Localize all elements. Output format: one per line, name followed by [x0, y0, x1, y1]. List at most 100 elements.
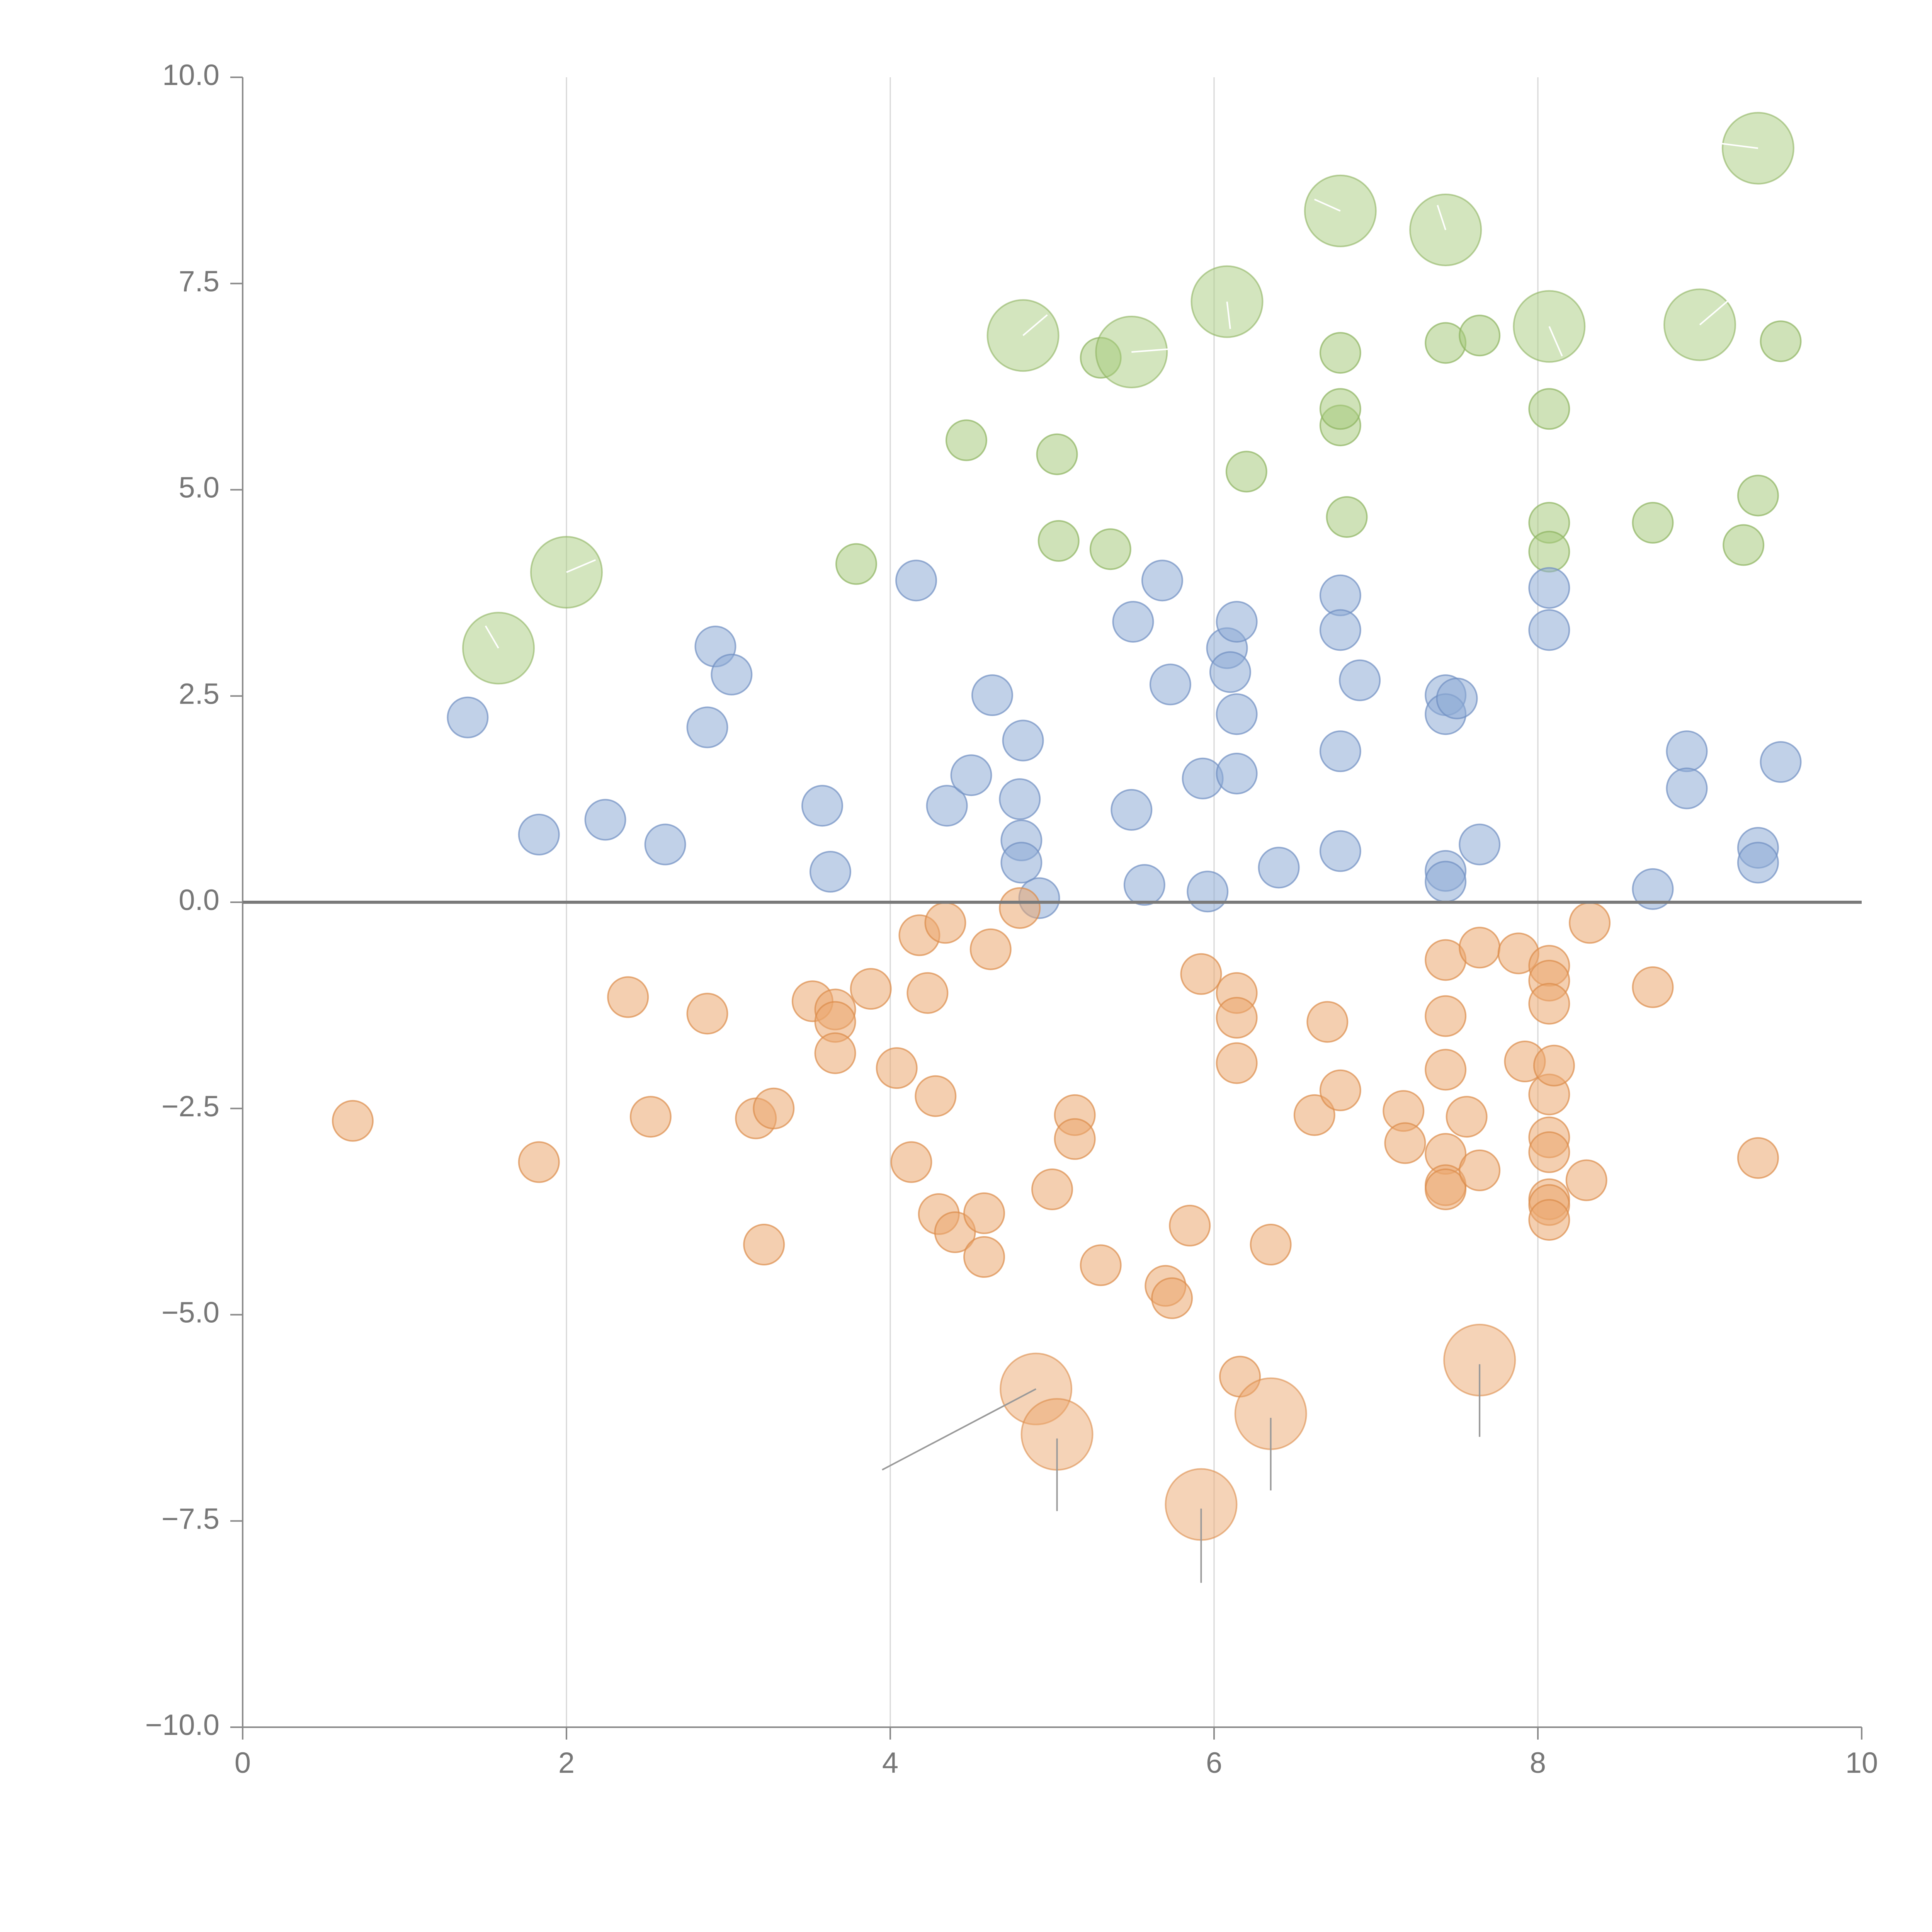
data-point-blue	[1209, 651, 1251, 693]
y-tick-label: 5.0	[179, 471, 219, 504]
data-point-blue	[1666, 730, 1708, 772]
data-point-green	[1459, 315, 1501, 357]
data-point-orange	[1169, 1204, 1211, 1247]
data-point-blue	[1528, 609, 1570, 651]
x-tick-label: 8	[1530, 1747, 1546, 1779]
data-point-blue	[518, 813, 560, 855]
data-point-green	[1723, 524, 1765, 566]
data-point-green	[1326, 496, 1368, 538]
leader-line	[1131, 347, 1185, 353]
data-point-blue	[801, 785, 844, 827]
data-point-blue	[1666, 767, 1708, 810]
x-tick-label: 0	[235, 1747, 251, 1779]
data-point-orange	[1533, 1044, 1575, 1087]
data-point-orange	[924, 902, 966, 944]
y-tick-label: 7.5	[179, 265, 219, 298]
data-point-blue	[1436, 677, 1478, 719]
data-point-blue	[1123, 864, 1165, 906]
data-point-orange	[906, 972, 949, 1014]
data-point-orange	[332, 1100, 374, 1142]
y-axis-ticks: −10.0 −7.5 −5.0 −2.5 0.0 2.5 5.0 7.5 10.0	[145, 59, 243, 1742]
data-point-orange	[1293, 1094, 1335, 1136]
data-point-orange	[1565, 1159, 1607, 1201]
data-point-green	[1528, 531, 1570, 573]
data-point-blue	[584, 799, 626, 841]
y-tick-label: −5.0	[162, 1296, 219, 1329]
data-point-green	[1528, 388, 1570, 430]
data-point-orange	[876, 1047, 918, 1089]
data-point-blue	[1459, 823, 1501, 866]
data-point-orange	[999, 887, 1041, 929]
x-tick-label: 10	[1845, 1747, 1878, 1779]
data-point-blue	[1319, 609, 1361, 651]
data-point-orange	[969, 928, 1012, 970]
x-tick-label: 2	[558, 1747, 575, 1779]
data-point-green	[1632, 502, 1674, 544]
y-tick-label: 2.5	[179, 677, 219, 710]
series-orange	[332, 887, 1779, 1541]
data-point-green	[1425, 322, 1467, 364]
leader-line	[485, 625, 499, 649]
x-tick-label: 4	[882, 1747, 898, 1779]
data-point-blue	[1000, 842, 1043, 884]
data-point-blue	[1528, 567, 1570, 609]
leader-line	[1548, 326, 1563, 357]
y-tick-label: −7.5	[162, 1502, 219, 1535]
data-point-blue	[1319, 730, 1361, 772]
leader-line	[1226, 301, 1231, 329]
data-point-green	[1319, 388, 1361, 430]
data-point-green	[945, 419, 987, 461]
data-point-blue	[809, 851, 851, 893]
data-point-orange	[686, 993, 728, 1035]
leader-line	[1719, 142, 1759, 149]
data-point-blue	[1141, 560, 1183, 602]
data-point-orange	[1528, 1131, 1570, 1173]
data-point-orange	[1425, 1168, 1467, 1210]
data-point-green	[1760, 320, 1802, 362]
leader-line	[1314, 199, 1341, 212]
data-point-orange	[1180, 953, 1222, 995]
data-point-green	[1089, 528, 1131, 570]
x-tick-label: 6	[1206, 1747, 1222, 1779]
data-point-blue	[1112, 601, 1154, 643]
data-point-orange	[518, 1141, 560, 1183]
data-point-blue	[1339, 659, 1381, 701]
data-point-orange	[963, 1236, 1005, 1278]
data-point-blue	[711, 653, 753, 696]
y-tick-label: −2.5	[162, 1090, 219, 1123]
data-point-blue	[1187, 871, 1229, 913]
data-point-blue	[895, 560, 937, 602]
y-tick-label: 0.0	[179, 884, 219, 917]
data-point-blue	[926, 785, 968, 827]
data-point-green	[835, 543, 878, 585]
data-point-orange	[1528, 983, 1570, 1025]
data-point-orange	[1632, 966, 1674, 1008]
data-point-blue	[971, 674, 1013, 716]
data-point-blue	[447, 696, 489, 738]
data-point-orange	[743, 1224, 785, 1266]
data-point-blue	[1216, 601, 1258, 643]
data-point-blue	[1216, 693, 1258, 735]
data-point-orange	[963, 1192, 1005, 1234]
leader-line	[1437, 205, 1447, 230]
data-point-green	[1319, 332, 1361, 374]
data-point-orange	[753, 1087, 795, 1129]
data-point-blue	[950, 754, 992, 796]
data-point-blue	[686, 706, 728, 748]
data-point-orange	[1031, 1168, 1073, 1210]
data-point-blue	[1002, 719, 1044, 762]
data-point-orange	[850, 968, 892, 1010]
series-green	[462, 112, 1802, 685]
data-point-green	[1036, 433, 1078, 475]
data-point-orange	[607, 976, 649, 1018]
data-point-blue	[1760, 741, 1802, 783]
data-point-blue	[1737, 842, 1779, 884]
data-point-orange	[1425, 1049, 1467, 1091]
data-point-orange	[1528, 1199, 1570, 1241]
leader-line	[1022, 314, 1048, 336]
leader-line	[566, 559, 596, 573]
data-point-blue	[1319, 830, 1361, 872]
data-point-orange	[1216, 1042, 1258, 1084]
data-point-orange	[1151, 1277, 1193, 1319]
x-axis-ticks: 0 2 4 6 8 10	[235, 1727, 1878, 1779]
